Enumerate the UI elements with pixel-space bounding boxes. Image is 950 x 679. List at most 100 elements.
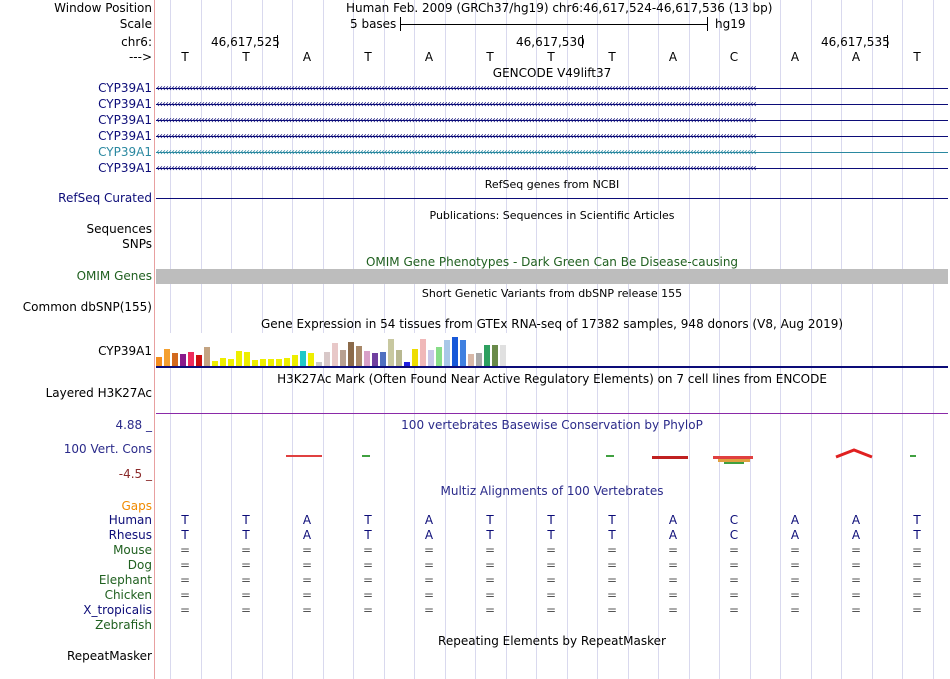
gtex-tissue-bar[interactable] (444, 340, 450, 367)
grid-line (688, 0, 690, 679)
omim-track-title[interactable]: OMIM Gene Phenotypes - Dark Green Can Be… (365, 255, 739, 269)
gtex-tissue-bar[interactable] (460, 340, 466, 367)
gencode-transcript-line[interactable]: ‹‹‹‹‹‹‹‹‹‹‹‹‹‹‹‹‹‹‹‹‹‹‹‹‹‹‹‹‹‹‹‹‹‹‹‹‹‹‹‹… (156, 161, 948, 176)
phylop-graph[interactable] (156, 440, 948, 470)
gencode-transcript-label[interactable]: CYP39A1 (98, 81, 152, 95)
snps-label[interactable]: SNPs (122, 237, 152, 251)
gencode-transcript-label[interactable]: CYP39A1 (98, 129, 152, 143)
gtex-tissue-bar[interactable] (212, 361, 218, 367)
gtex-tissue-bar[interactable] (372, 353, 378, 367)
gtex-tissue-bar[interactable] (364, 351, 370, 367)
gtex-tissue-bar[interactable] (380, 352, 386, 367)
gtex-tissue-bar[interactable] (340, 350, 346, 367)
gencode-transcript-label[interactable]: CYP39A1 (98, 113, 152, 127)
gtex-tissue-bar[interactable] (228, 359, 234, 367)
phylop-track-title[interactable]: 100 vertebrates Basewise Conservation by… (401, 418, 703, 432)
scale-bar-right-tick (707, 17, 708, 31)
gencode-transcript-line[interactable]: ‹‹‹‹‹‹‹‹‹‹‹‹‹‹‹‹‹‹‹‹‹‹‹‹‹‹‹‹‹‹‹‹‹‹‹‹‹‹‹‹… (156, 97, 948, 112)
gtex-tissue-bar[interactable] (316, 362, 322, 367)
gtex-tissue-bar[interactable] (220, 358, 226, 367)
h3k27ac-track-title[interactable]: H3K27Ac Mark (Often Found Near Active Re… (277, 372, 827, 386)
refseq-track-title[interactable]: RefSeq genes from NCBI (484, 178, 620, 191)
multiz-species-label[interactable]: Mouse (113, 543, 152, 557)
gtex-tissue-bar[interactable] (388, 339, 394, 367)
gtex-tissue-bar[interactable] (268, 359, 274, 367)
gtex-tissue-bar[interactable] (476, 353, 482, 367)
gencode-transcript-line[interactable]: ‹‹‹‹‹‹‹‹‹‹‹‹‹‹‹‹‹‹‹‹‹‹‹‹‹‹‹‹‹‹‹‹‹‹‹‹‹‹‹‹… (156, 81, 948, 96)
gtex-tissue-bar[interactable] (180, 354, 186, 367)
gtex-bar-chart[interactable] (156, 333, 536, 367)
multiz-species-label[interactable]: Elephant (98, 573, 152, 587)
gtex-tissue-bar[interactable] (492, 345, 498, 367)
gencode-transcript-line[interactable]: ‹‹‹‹‹‹‹‹‹‹‹‹‹‹‹‹‹‹‹‹‹‹‹‹‹‹‹‹‹‹‹‹‹‹‹‹‹‹‹‹… (156, 113, 948, 128)
gtex-tissue-bar[interactable] (404, 362, 410, 367)
multiz-base: = (240, 573, 252, 587)
multiz-base: = (850, 573, 862, 587)
gtex-tissue-bar[interactable] (452, 337, 458, 367)
gtex-tissue-bar[interactable] (468, 354, 474, 367)
assembly-position-text[interactable]: Human Feb. 2009 (GRCh37/hg19) chr6:46,61… (346, 1, 773, 15)
gtex-tissue-bar[interactable] (300, 351, 306, 367)
omim-bar[interactable] (156, 269, 948, 284)
gtex-tissue-bar[interactable] (348, 342, 354, 367)
gtex-tissue-bar[interactable] (172, 353, 178, 367)
multiz-species-label[interactable]: Chicken (104, 588, 152, 602)
gtex-tissue-bar[interactable] (396, 350, 402, 367)
multiz-base: = (362, 588, 374, 602)
multiz-species-label[interactable]: Dog (127, 558, 152, 572)
gtex-tissue-bar[interactable] (196, 355, 202, 367)
multiz-track-title[interactable]: Multiz Alignments of 100 Vertebrates (440, 484, 664, 498)
gtex-tissue-bar[interactable] (332, 343, 338, 367)
gtex-tissue-bar[interactable] (260, 359, 266, 367)
gtex-tissue-bar[interactable] (204, 347, 210, 367)
dbsnp-label[interactable]: Common dbSNP(155) (22, 300, 152, 314)
gtex-tissue-bar[interactable] (164, 349, 170, 367)
gtex-tissue-bar[interactable] (436, 347, 442, 367)
multiz-base: A (851, 513, 861, 527)
omim-label[interactable]: OMIM Genes (76, 269, 152, 283)
repeatmasker-track-title[interactable]: Repeating Elements by RepeatMasker (438, 634, 666, 648)
dbsnp-track-title[interactable]: Short Genetic Variants from dbSNP releas… (421, 287, 683, 300)
multiz-species-label[interactable]: X_tropicalis (83, 603, 152, 617)
gtex-tissue-bar[interactable] (244, 352, 250, 367)
gtex-tissue-bar[interactable] (188, 352, 194, 367)
gtex-tissue-bar[interactable] (252, 360, 258, 367)
gtex-tissue-bar[interactable] (308, 353, 314, 367)
gencode-transcript-line[interactable]: ‹‹‹‹‹‹‹‹‹‹‹‹‹‹‹‹‹‹‹‹‹‹‹‹‹‹‹‹‹‹‹‹‹‹‹‹‹‹‹‹… (156, 145, 948, 160)
gencode-track-title[interactable]: GENCODE V49lift37 (492, 66, 612, 80)
multiz-species-label[interactable]: Human (108, 513, 152, 527)
gencode-transcript-line[interactable]: ‹‹‹‹‹‹‹‹‹‹‹‹‹‹‹‹‹‹‹‹‹‹‹‹‹‹‹‹‹‹‹‹‹‹‹‹‹‹‹‹… (156, 129, 948, 144)
gtex-tissue-bar[interactable] (324, 352, 330, 367)
grid-line (536, 0, 537, 679)
gtex-tissue-bar[interactable] (236, 351, 242, 367)
gencode-transcript-label[interactable]: CYP39A1 (98, 161, 152, 175)
gtex-tissue-bar[interactable] (292, 355, 298, 367)
gtex-track-title[interactable]: Gene Expression in 54 tissues from GTEx … (260, 317, 844, 331)
gencode-transcript-label[interactable]: CYP39A1 (98, 145, 152, 159)
gencode-transcript-label[interactable]: CYP39A1 (98, 97, 152, 111)
gtex-tissue-bar[interactable] (428, 350, 434, 367)
multiz-species-label[interactable]: Zebrafish (95, 618, 152, 632)
multiz-base: = (789, 543, 801, 557)
gtex-tissue-bar[interactable] (412, 349, 418, 367)
gtex-tissue-bar[interactable] (356, 346, 362, 367)
multiz-base: C (729, 513, 739, 527)
publications-track-title[interactable]: Publications: Sequences in Scientific Ar… (429, 209, 675, 222)
gtex-gene-label[interactable]: CYP39A1 (98, 344, 152, 358)
gtex-tissue-bar[interactable] (284, 358, 290, 367)
phylop-label[interactable]: 100 Vert. Cons (63, 442, 152, 456)
multiz-base: T (913, 513, 921, 527)
gtex-tissue-bar[interactable] (276, 359, 282, 367)
gtex-tissue-bar[interactable] (156, 357, 162, 367)
gtex-tissue-bar[interactable] (484, 345, 490, 367)
repeatmasker-label[interactable]: RepeatMasker (66, 649, 152, 663)
gtex-tissue-bar[interactable] (420, 339, 426, 367)
position-tick-1: 46,617,525 (211, 35, 280, 49)
gtex-tissue-bar[interactable] (500, 345, 506, 367)
grid-line (932, 0, 934, 679)
h3k27ac-label[interactable]: Layered H3K27Ac (45, 386, 152, 400)
refseq-gene-line[interactable] (156, 198, 948, 199)
sequences-label[interactable]: Sequences (86, 222, 152, 236)
refseq-label[interactable]: RefSeq Curated (58, 191, 152, 205)
multiz-species-label[interactable]: Rhesus (108, 528, 152, 542)
